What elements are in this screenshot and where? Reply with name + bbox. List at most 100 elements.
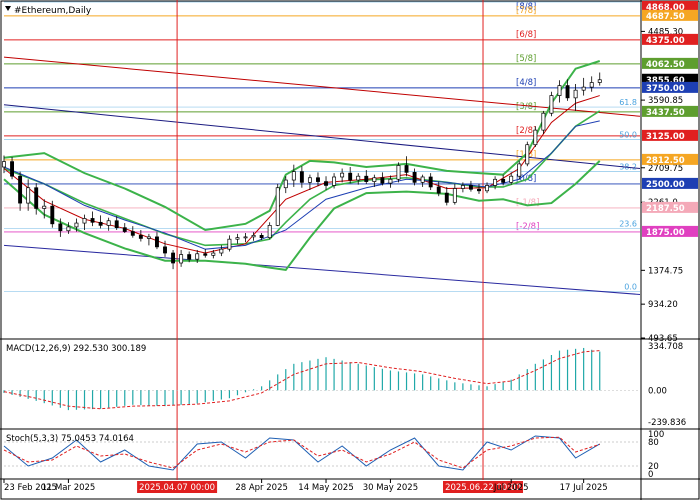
candle-body bbox=[549, 95, 554, 114]
x-tick-label: 23 Feb 2025 bbox=[4, 483, 57, 493]
candle-body bbox=[477, 188, 481, 192]
candle-body bbox=[235, 237, 240, 240]
x-tick-label: 11 Mar 2025 bbox=[41, 483, 95, 493]
candle-body bbox=[412, 172, 417, 183]
candle-body bbox=[460, 185, 465, 189]
candle-body bbox=[146, 236, 151, 239]
price-label-text: 4687.50 bbox=[646, 12, 685, 22]
murrey-label: [-1/8] bbox=[516, 198, 539, 208]
moving-average-line bbox=[3, 120, 600, 250]
y-tick-label: 2709.75 bbox=[648, 164, 683, 174]
murrey-label: [8/8] bbox=[516, 2, 536, 12]
price-label-text: 4375.00 bbox=[646, 36, 685, 46]
price-label-text: 2500.00 bbox=[646, 180, 685, 190]
price-label-text: 2812.50 bbox=[646, 156, 685, 166]
price-label-text: 3125.00 bbox=[646, 132, 685, 142]
price-label-box bbox=[642, 81, 698, 93]
candle-body bbox=[203, 253, 208, 256]
candle-body bbox=[291, 171, 296, 181]
y-tick-label: 493.65 bbox=[648, 334, 678, 344]
murrey-label: [6/8] bbox=[516, 30, 536, 40]
candle-body bbox=[597, 79, 602, 83]
candle-body bbox=[452, 188, 457, 203]
candle-body bbox=[66, 226, 71, 232]
price-label-box bbox=[642, 129, 698, 141]
x-marker-box bbox=[443, 481, 524, 493]
trend-line bbox=[3, 244, 641, 295]
x-tick-label: 14 May 2025 bbox=[298, 483, 353, 493]
candle-body bbox=[82, 218, 87, 224]
candle-body bbox=[58, 223, 63, 232]
candle-body bbox=[364, 175, 369, 182]
fib-label: 23.6 bbox=[619, 219, 637, 228]
price-label-box bbox=[642, 33, 698, 45]
candle-body bbox=[324, 181, 328, 186]
price-label-box bbox=[642, 57, 698, 69]
candle-body bbox=[372, 177, 377, 182]
candle-body bbox=[436, 186, 441, 194]
stoch-tick-label: 20 bbox=[648, 462, 659, 472]
candle-body bbox=[163, 246, 167, 254]
candle-body bbox=[114, 220, 119, 229]
candle-body bbox=[428, 176, 433, 188]
candle-body bbox=[299, 171, 304, 183]
y-tick-label: 934.20 bbox=[648, 300, 678, 310]
candle-body bbox=[573, 89, 578, 99]
stoch-signal-line bbox=[3, 436, 600, 469]
candle-body bbox=[380, 177, 385, 184]
murrey-label: [7/8] bbox=[516, 6, 536, 16]
candle-body bbox=[122, 227, 127, 232]
trend-line bbox=[3, 56, 641, 117]
murrey-label: [5/8] bbox=[516, 54, 536, 64]
candle-body bbox=[356, 175, 361, 181]
candle-body bbox=[557, 85, 562, 96]
candle-body bbox=[267, 225, 272, 239]
candle-body bbox=[227, 238, 232, 250]
macd-tick-label: 334.708 bbox=[648, 342, 683, 352]
candle-body bbox=[581, 86, 586, 91]
candle-body bbox=[388, 178, 393, 184]
price-label-box bbox=[642, 73, 698, 85]
candle-body bbox=[155, 236, 159, 248]
candle-body bbox=[517, 163, 522, 177]
candle-body bbox=[332, 176, 337, 186]
murrey-label: [-2/8] bbox=[516, 222, 539, 232]
candle-body bbox=[283, 179, 288, 189]
x-tick-label: 17 Jul 2025 bbox=[560, 483, 608, 493]
macd-signal-line bbox=[3, 350, 600, 410]
price-label-box bbox=[642, 201, 698, 213]
fib-label: 100.0 bbox=[614, 0, 637, 2]
dropdown-triangle-icon bbox=[5, 6, 11, 11]
price-label-box bbox=[642, 177, 698, 189]
x-tick-label: 2025.04.07 00:00 bbox=[139, 483, 215, 493]
candle-body bbox=[485, 185, 489, 192]
candle-body bbox=[195, 253, 200, 260]
candle-body bbox=[420, 176, 425, 183]
y-tick-label: 4485.30 bbox=[648, 27, 683, 37]
candle-body bbox=[525, 144, 530, 165]
fib-label: 50.0 bbox=[619, 130, 637, 139]
candle-body bbox=[74, 222, 79, 228]
candle-body bbox=[404, 165, 409, 173]
price-label-text: 2187.50 bbox=[646, 204, 685, 214]
price-label-box bbox=[642, 153, 698, 165]
price-label-text: 4868.00 bbox=[646, 3, 685, 13]
candle-body bbox=[468, 185, 473, 190]
candle-body bbox=[90, 218, 95, 223]
candle-body bbox=[565, 85, 570, 99]
candle-body bbox=[98, 221, 103, 226]
candle-body bbox=[10, 161, 15, 177]
macd-tick-label: 0.00 bbox=[648, 386, 667, 396]
stoch-tick-label: 0 bbox=[648, 470, 653, 480]
candle-body bbox=[42, 205, 47, 209]
candle-body bbox=[18, 175, 23, 204]
price-label-box bbox=[642, 9, 698, 21]
candle-body bbox=[501, 178, 506, 183]
candle-body bbox=[106, 220, 111, 226]
candle-body bbox=[493, 178, 498, 186]
stoch-tick-label: 80 bbox=[648, 438, 659, 448]
price-label-text: 3750.00 bbox=[646, 84, 685, 94]
murrey-label: [4/8] bbox=[516, 78, 536, 88]
